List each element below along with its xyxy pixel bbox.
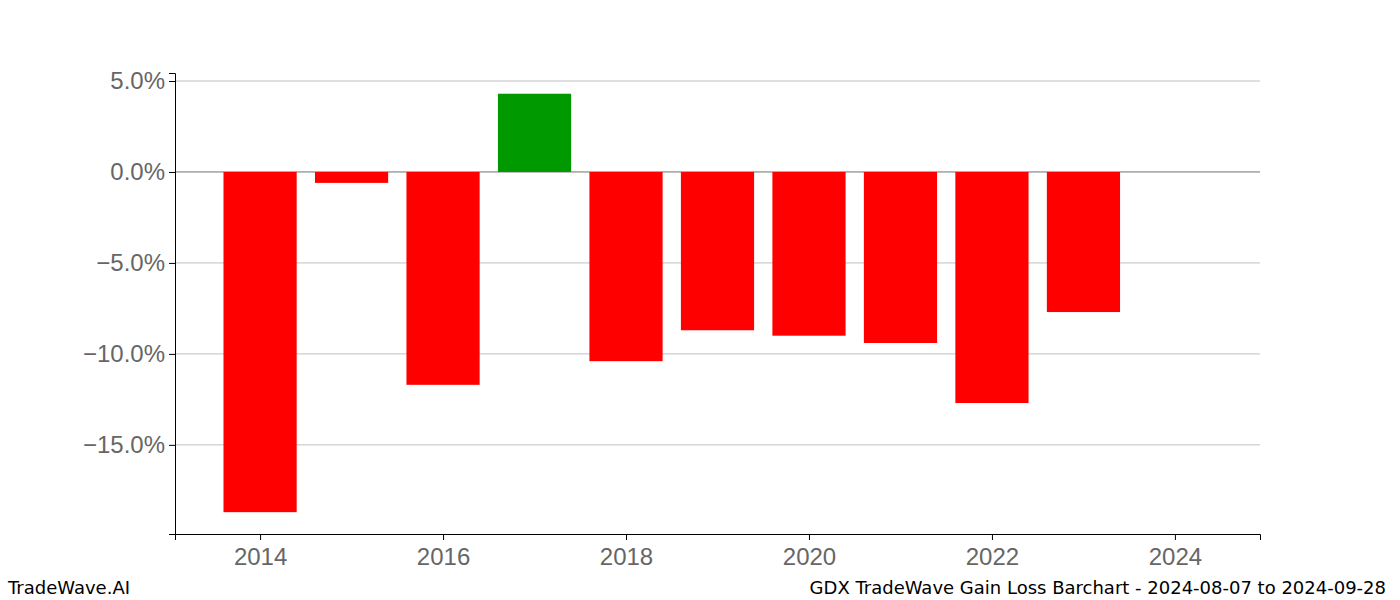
x-tick-label: 2018: [600, 543, 653, 570]
x-axis-line: [176, 535, 1261, 541]
y-tick-mark: [169, 445, 175, 446]
x-tick-label: 2024: [1149, 543, 1202, 570]
bar: [681, 172, 754, 330]
y-tick: 5.0%: [110, 67, 175, 94]
y-tick-label: −15.0%: [83, 431, 165, 458]
x-tick: 2016: [417, 534, 470, 570]
plot: 5.0% 0.0% −5.0% −10.0% −15.0% 2014 2016 2018 202…: [83, 67, 1261, 569]
x-tick-mark: [992, 534, 993, 540]
x-tick: 2018: [600, 534, 653, 570]
x-tick-mark: [626, 534, 627, 540]
x-tick-mark: [1175, 534, 1176, 540]
y-tick-mark: [169, 172, 175, 173]
y-tick-mark: [169, 81, 175, 82]
bar: [955, 172, 1028, 403]
x-tick: 2014: [234, 534, 287, 570]
bar: [498, 94, 571, 172]
x-tick-label: 2014: [234, 543, 287, 570]
y-axis: 5.0% 0.0% −5.0% −10.0% −15.0%: [83, 67, 176, 534]
x-tick: 2024: [1149, 534, 1202, 570]
title: GDX TradeWave Gain Loss Barchart - 2024-…: [810, 577, 1386, 598]
y-tick-mark: [169, 263, 175, 264]
y-tick: −10.0%: [83, 340, 175, 367]
y-tick-label: 0.0%: [110, 158, 165, 185]
bars: [223, 94, 1120, 512]
x-axis: 2014 2016 2018 2020 2022 2024: [176, 534, 1261, 570]
bar: [223, 172, 296, 512]
y-tick: −5.0%: [96, 249, 175, 276]
bar: [315, 172, 388, 183]
x-tick-label: 2022: [966, 543, 1019, 570]
y-tick: 0.0%: [110, 158, 175, 185]
grid-line: [175, 81, 1260, 82]
y-tick-label: −10.0%: [83, 340, 165, 367]
y-tick-label: 5.0%: [110, 67, 165, 94]
bar: [772, 172, 845, 336]
x-tick-mark: [443, 534, 444, 540]
y-axis-line: [169, 74, 176, 535]
x-tick-label: 2016: [417, 543, 470, 570]
footer-left: TradeWave.AI: [7, 577, 130, 598]
x-tick: 2020: [783, 534, 836, 570]
y-tick: −15.0%: [83, 431, 175, 458]
bar: [406, 172, 479, 385]
x-tick-mark: [809, 534, 810, 540]
grid-line: [175, 444, 1260, 445]
y-tick-mark: [169, 354, 175, 355]
y-tick-label: −5.0%: [96, 249, 165, 276]
x-tick: 2022: [966, 534, 1019, 570]
grid-line: [175, 353, 1260, 354]
grid: [175, 81, 1260, 445]
bar: [864, 172, 937, 343]
chart: 5.0% 0.0% −5.0% −10.0% −15.0% 2014 2016 2018 202…: [0, 0, 1400, 600]
x-tick-mark: [260, 534, 261, 540]
x-tick-label: 2020: [783, 543, 836, 570]
bar: [589, 172, 662, 361]
bar: [1047, 172, 1120, 312]
